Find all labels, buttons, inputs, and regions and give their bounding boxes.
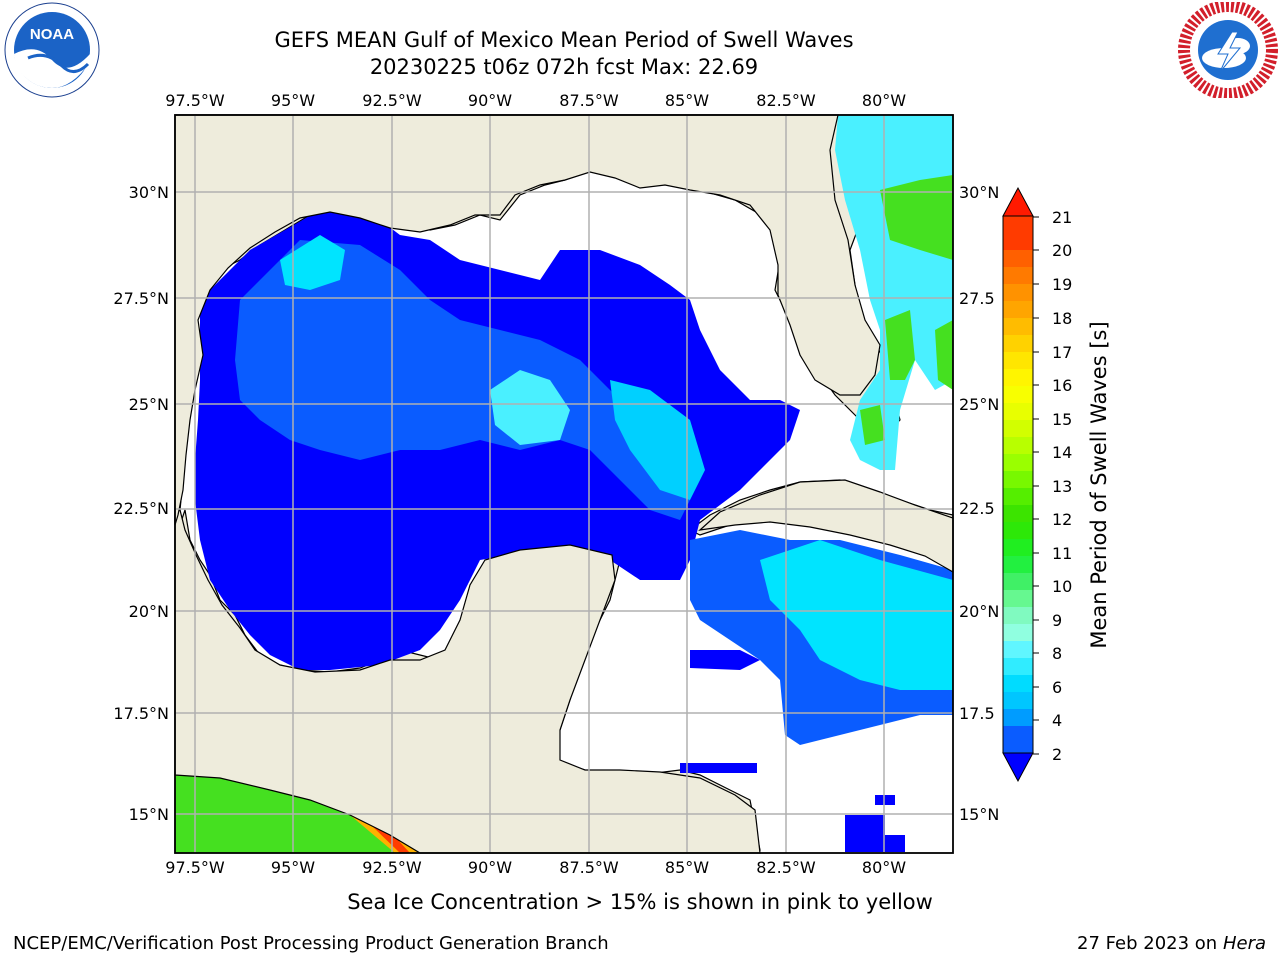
lat-label-right: 15°N	[959, 805, 999, 824]
lon-label-bottom: 87.5°W	[559, 858, 619, 877]
lon-label-top: 92.5°W	[362, 91, 422, 110]
lon-label-bottom: 85°W	[665, 858, 709, 877]
lat-label-left: 15°N	[129, 805, 169, 824]
footer-date: 27 Feb 2023 on Hera	[1077, 933, 1266, 954]
colorbar-tick-label: 4	[1052, 711, 1062, 730]
colorbar-tick-label: 9	[1052, 611, 1062, 630]
colorbar-tick-label: 18	[1052, 309, 1072, 328]
colorbar-tick-label: 15	[1052, 410, 1072, 429]
colorbar-tick-label: 12	[1052, 510, 1072, 529]
colorbar-tick-label: 19	[1052, 275, 1072, 294]
colorbar-tick-label: 10	[1052, 577, 1072, 596]
lon-label-top: 90°W	[468, 91, 512, 110]
noaa-logo: NOAA	[4, 2, 100, 98]
colorbar-tick-label: 6	[1052, 678, 1062, 697]
colorbar-tick-label: 14	[1052, 443, 1072, 462]
map-title: GEFS MEAN Gulf of Mexico Mean Period of …	[274, 28, 854, 52]
lon-label-bottom: 97.5°W	[165, 858, 225, 877]
colorbar-tick-label: 16	[1052, 376, 1072, 395]
lat-label-left: 22.5°N	[113, 499, 169, 518]
lat-label-left: 27.5°N	[113, 289, 169, 308]
lat-label-left: 17.5°N	[113, 704, 169, 723]
svg-text:NOAA: NOAA	[30, 26, 74, 43]
lon-label-top: 87.5°W	[559, 91, 619, 110]
colorbar-tick-label: 2	[1052, 745, 1062, 764]
colorbar	[1002, 186, 1034, 783]
colorbar-tick-label: 17	[1052, 343, 1072, 362]
lat-label-right: 22.5	[959, 499, 995, 518]
lon-label-bottom: 90°W	[468, 858, 512, 877]
coastline-layer	[174, 114, 954, 854]
footer-credit: NCEP/EMC/Verification Post Processing Pr…	[13, 933, 609, 954]
lon-label-top: 95°W	[271, 91, 315, 110]
sea-ice-note: Sea Ice Concentration > 15% is shown in …	[347, 890, 933, 914]
lat-label-left: 25°N	[129, 395, 169, 414]
colorbar-tick-label: 13	[1052, 477, 1072, 496]
lat-label-right: 30°N	[959, 183, 999, 202]
lat-label-right: 17.5	[959, 704, 995, 723]
lon-label-top: 85°W	[665, 91, 709, 110]
lat-label-right: 25°N	[959, 395, 999, 414]
colorbar-tick-label: 8	[1052, 644, 1062, 663]
lon-label-top: 97.5°W	[165, 91, 225, 110]
lat-label-left: 20°N	[129, 602, 169, 621]
colorbar-label: Mean Period of Swell Waves [s]	[1087, 321, 1111, 648]
lat-label-right: 20°N	[959, 602, 999, 621]
national-weather-service-logo	[1178, 2, 1278, 98]
lat-label-right: 27.5	[959, 289, 995, 308]
colorbar-tick-label: 11	[1052, 544, 1072, 563]
lon-label-top: 82.5°W	[756, 91, 816, 110]
map-subtitle: 20230225 t06z 072h fcst Max: 22.69	[369, 55, 759, 79]
lon-label-bottom: 95°W	[271, 858, 315, 877]
footer-host: Hera	[1222, 933, 1266, 954]
colorbar-tick-label: 21	[1052, 208, 1072, 227]
swell-period-field	[175, 115, 953, 853]
lat-label-left: 30°N	[129, 183, 169, 202]
lon-label-bottom: 92.5°W	[362, 858, 422, 877]
lon-label-top: 80°W	[862, 91, 906, 110]
lon-label-bottom: 82.5°W	[756, 858, 816, 877]
colorbar-tick-label: 20	[1052, 241, 1072, 260]
lon-label-bottom: 80°W	[862, 858, 906, 877]
graticule	[175, 115, 953, 853]
footer-date-text: 27 Feb 2023 on	[1077, 933, 1218, 954]
map-frame	[174, 114, 954, 854]
